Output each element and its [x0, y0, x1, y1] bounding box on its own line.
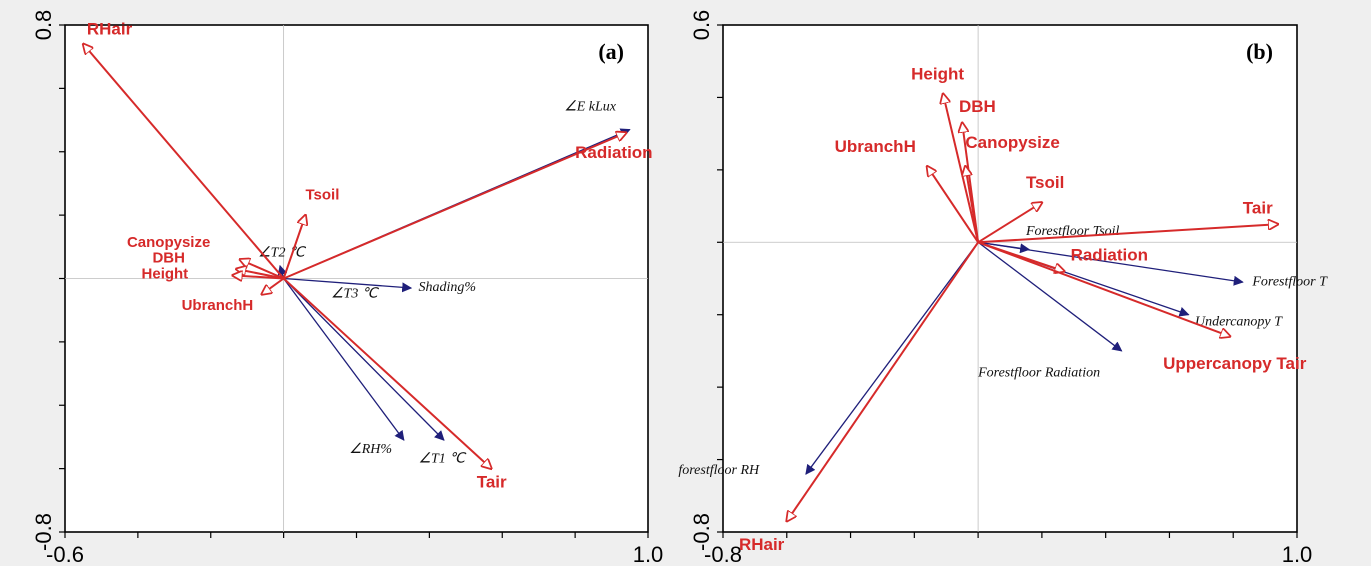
explanatory-vector-arrow	[977, 241, 1123, 352]
x-tick-label: -0.8	[704, 542, 742, 566]
explanatory-vector-label: ∠T1 ℃	[418, 451, 467, 466]
plot-frame	[722, 24, 1298, 533]
response-vector-arrow	[282, 215, 306, 279]
response-vector-arrow	[787, 241, 979, 521]
explanatory-vector-label: Shading%	[418, 280, 476, 295]
response-vector-label: Uppercanopy Tair	[1163, 354, 1307, 373]
response-vector-label: RHair	[739, 535, 785, 554]
panel-a: -0.6 1.00.8-0.8(a)∠E kLux∠T2 ℃Shading%∠T3…	[31, 10, 663, 566]
response-vector-label: Height	[911, 64, 964, 83]
explanatory-vector-label: ∠T3 ℃	[331, 287, 380, 302]
response-vector-arrow	[965, 166, 980, 243]
explanatory-vector-arrow	[283, 278, 445, 441]
response-vector-label: UbranchH	[182, 297, 254, 314]
response-vector-label: Tsoil	[305, 186, 339, 203]
response-vector-arrow	[83, 44, 285, 280]
response-vector-arrow	[233, 275, 284, 278]
x-tick-label: 1.0	[1282, 542, 1313, 566]
response-vector-label: RHair	[87, 20, 133, 39]
explanatory-vector-arrow	[283, 277, 413, 293]
response-vector-arrow	[236, 269, 284, 280]
response-vector-label: Tair	[477, 473, 507, 492]
x-tick-label: -0.6	[46, 542, 84, 566]
response-vector-arrow	[977, 241, 1230, 336]
response-vector-label: Radiation	[1071, 245, 1148, 264]
response-vector-arrow	[262, 277, 285, 295]
explanatory-vector-arrow	[805, 241, 979, 475]
response-vector-label: Canopysize	[127, 234, 210, 251]
response-vector-arrow	[978, 224, 1278, 244]
response-vector-arrow	[283, 133, 627, 280]
explanatory-vector-label: ∠E kLux	[564, 100, 617, 115]
y-tick-label: 0.8	[31, 10, 56, 41]
response-vector-arrow	[927, 166, 979, 243]
explanatory-vector-label: ∠RH%	[349, 442, 392, 457]
response-vector-label: Radiation	[575, 143, 652, 162]
x-tick-label: 1.0	[633, 542, 664, 566]
response-vector-label: DBH	[152, 250, 185, 267]
response-vector-arrow	[282, 277, 492, 469]
explanatory-vector-label: forestfloor RH	[678, 463, 760, 478]
y-tick-label: -0.8	[689, 513, 714, 551]
explanatory-vector-arrow	[978, 241, 1244, 286]
explanatory-vector-label: Undercanopy T	[1195, 315, 1283, 330]
response-vector-label: Height	[142, 266, 189, 283]
response-vector-arrow	[977, 202, 1042, 244]
y-tick-label: -0.8	[31, 513, 56, 551]
explanatory-vector-label: Forestfloor Radiation	[977, 365, 1100, 380]
panel-label: (b)	[1246, 39, 1273, 64]
explanatory-vector-label: Forestfloor T	[1251, 275, 1328, 290]
response-vector-label: UbranchH	[835, 137, 916, 156]
response-vector-label: Canopysize	[965, 133, 1059, 152]
y-tick-label: 0.6	[689, 10, 714, 41]
response-vector-label: Tair	[1243, 198, 1273, 217]
response-vector-label: DBH	[959, 97, 996, 116]
response-vector-label: Tsoil	[1026, 173, 1064, 192]
panel-b: -0.8 1.00.6-0.8(b)Forestfloor TsoilForest…	[678, 10, 1328, 566]
explanatory-vector-arrow	[283, 278, 405, 441]
response-vector-arrow	[240, 259, 285, 280]
panel-label: (a)	[598, 39, 624, 64]
